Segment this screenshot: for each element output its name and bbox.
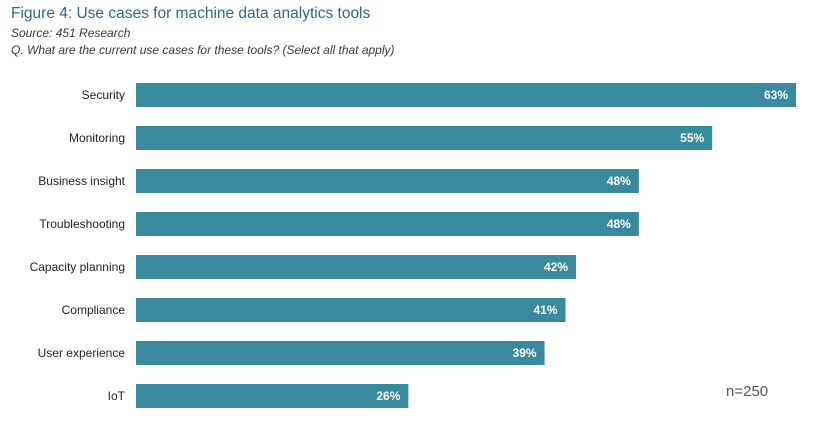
category-label-troubleshooting: Troubleshooting [39, 217, 125, 231]
value-label-troubleshooting: 48% [607, 217, 631, 231]
value-label-iot: 26% [376, 389, 400, 403]
category-label-iot: IoT [108, 389, 126, 403]
category-label-monitoring: Monitoring [69, 131, 125, 145]
chart-title: Figure 4: Use cases for machine data ana… [11, 5, 371, 22]
value-label-user-experience: 39% [513, 346, 537, 360]
value-label-security: 63% [764, 88, 788, 102]
sample-size-note: n=250 [726, 383, 769, 400]
bar-business-insight [136, 169, 639, 193]
value-label-compliance: 41% [533, 303, 557, 317]
bar-user-experience [136, 341, 545, 365]
value-label-business-insight: 48% [607, 174, 631, 188]
bar-troubleshooting [136, 212, 639, 236]
bar-security [136, 83, 796, 107]
category-label-compliance: Compliance [62, 303, 126, 317]
bar-compliance [136, 298, 566, 322]
bar-iot [136, 384, 409, 408]
category-label-capacity-planning: Capacity planning [30, 260, 125, 274]
bar-capacity-planning [136, 255, 576, 279]
value-label-capacity-planning: 42% [544, 260, 568, 274]
category-label-user-experience: User experience [38, 346, 126, 360]
category-label-security: Security [82, 88, 125, 102]
value-label-monitoring: 55% [680, 131, 704, 145]
category-label-business-insight: Business insight [38, 174, 125, 188]
chart-question: Q. What are the current use cases for th… [11, 43, 395, 57]
chart-source: Source: 451 Research [11, 26, 131, 40]
bar-monitoring [136, 126, 713, 150]
